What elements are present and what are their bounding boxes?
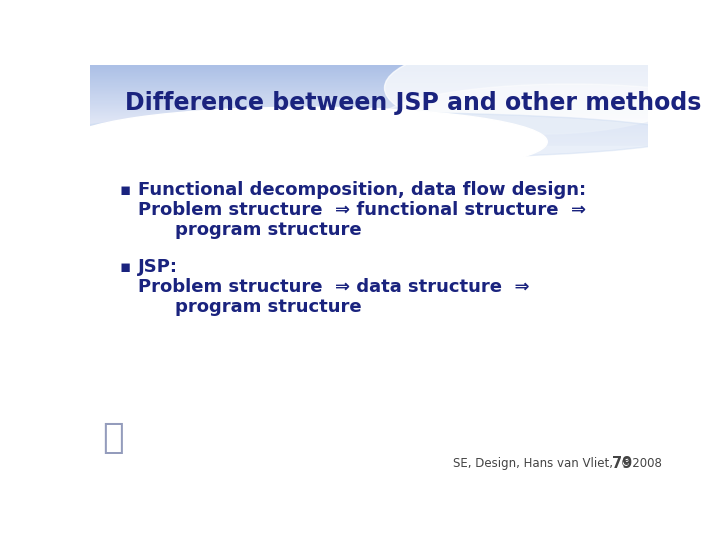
Bar: [90, 99, 648, 101]
Bar: [90, 97, 648, 99]
Bar: [90, 140, 648, 142]
Bar: [90, 78, 648, 79]
Bar: [90, 129, 648, 131]
Bar: [90, 117, 648, 119]
Text: ▪: ▪: [120, 180, 131, 199]
Bar: [90, 92, 648, 93]
Bar: [90, 125, 648, 126]
Bar: [90, 128, 648, 130]
Bar: [90, 84, 648, 85]
Bar: [90, 116, 648, 118]
Bar: [90, 132, 648, 133]
Bar: [90, 91, 648, 92]
Bar: [90, 112, 648, 113]
Bar: [90, 108, 648, 109]
Text: program structure: program structure: [175, 298, 362, 315]
Text: JSP:: JSP:: [138, 258, 178, 275]
Bar: [90, 113, 648, 114]
Bar: [90, 75, 648, 77]
Text: Problem structure  ⇒ functional structure  ⇒: Problem structure ⇒ functional structure…: [138, 200, 586, 219]
Bar: [90, 115, 648, 117]
Bar: [90, 139, 648, 140]
Bar: [90, 100, 648, 102]
Bar: [90, 79, 648, 80]
Text: Problem structure  ⇒ data structure  ⇒: Problem structure ⇒ data structure ⇒: [138, 278, 530, 295]
Text: Functional decomposition, data flow design:: Functional decomposition, data flow desi…: [138, 180, 586, 199]
Bar: [90, 123, 648, 124]
Bar: [90, 73, 648, 75]
Bar: [90, 134, 648, 136]
Bar: [90, 72, 648, 73]
Text: program structure: program structure: [175, 220, 362, 239]
Bar: [90, 138, 648, 139]
Bar: [90, 93, 648, 94]
Bar: [90, 65, 648, 67]
Bar: [90, 76, 648, 78]
Ellipse shape: [384, 42, 695, 134]
Bar: [90, 141, 648, 143]
Bar: [90, 145, 648, 146]
Bar: [90, 130, 648, 132]
Bar: [90, 96, 648, 98]
Bar: [90, 102, 648, 103]
Bar: [90, 89, 648, 90]
Bar: [90, 85, 648, 86]
Bar: [90, 131, 648, 132]
Bar: [90, 146, 648, 147]
Text: 🦁: 🦁: [102, 421, 124, 455]
Bar: [90, 137, 648, 138]
Bar: [90, 87, 648, 89]
Bar: [90, 139, 648, 141]
Bar: [90, 124, 648, 125]
Bar: [90, 146, 648, 481]
Bar: [90, 122, 648, 123]
Bar: [90, 85, 648, 87]
Text: Difference between JSP and other methods: Difference between JSP and other methods: [125, 91, 701, 116]
Bar: [90, 104, 648, 105]
Ellipse shape: [67, 107, 547, 177]
Ellipse shape: [377, 84, 720, 161]
Bar: [90, 68, 648, 69]
Ellipse shape: [51, 112, 687, 159]
Text: SE, Design, Hans van Vliet,  ©2008: SE, Design, Hans van Vliet, ©2008: [453, 457, 662, 470]
Bar: [90, 136, 648, 137]
Bar: [90, 106, 648, 107]
Bar: [90, 107, 648, 108]
Bar: [90, 66, 648, 68]
Bar: [90, 64, 648, 66]
Text: 79: 79: [611, 456, 632, 471]
Bar: [90, 83, 648, 84]
Bar: [90, 114, 648, 116]
Bar: [90, 120, 648, 122]
Bar: [90, 133, 648, 134]
Bar: [90, 111, 648, 112]
Bar: [90, 77, 648, 78]
Bar: [90, 126, 648, 127]
Bar: [90, 105, 648, 106]
Bar: [90, 94, 648, 96]
Bar: [90, 71, 648, 72]
Bar: [90, 103, 648, 104]
Text: ▪: ▪: [120, 258, 131, 275]
Bar: [90, 127, 648, 129]
Bar: [90, 148, 648, 150]
Bar: [90, 82, 648, 83]
Bar: [90, 110, 648, 111]
Bar: [90, 98, 648, 100]
Bar: [90, 144, 648, 145]
Bar: [90, 90, 648, 91]
Bar: [90, 95, 648, 97]
Bar: [90, 119, 648, 121]
Bar: [90, 109, 648, 110]
Bar: [90, 118, 648, 120]
Bar: [90, 80, 648, 82]
Bar: [90, 70, 648, 71]
Bar: [90, 147, 648, 149]
Bar: [90, 86, 648, 88]
Bar: [90, 74, 648, 76]
Bar: [90, 69, 648, 70]
Bar: [90, 143, 648, 144]
